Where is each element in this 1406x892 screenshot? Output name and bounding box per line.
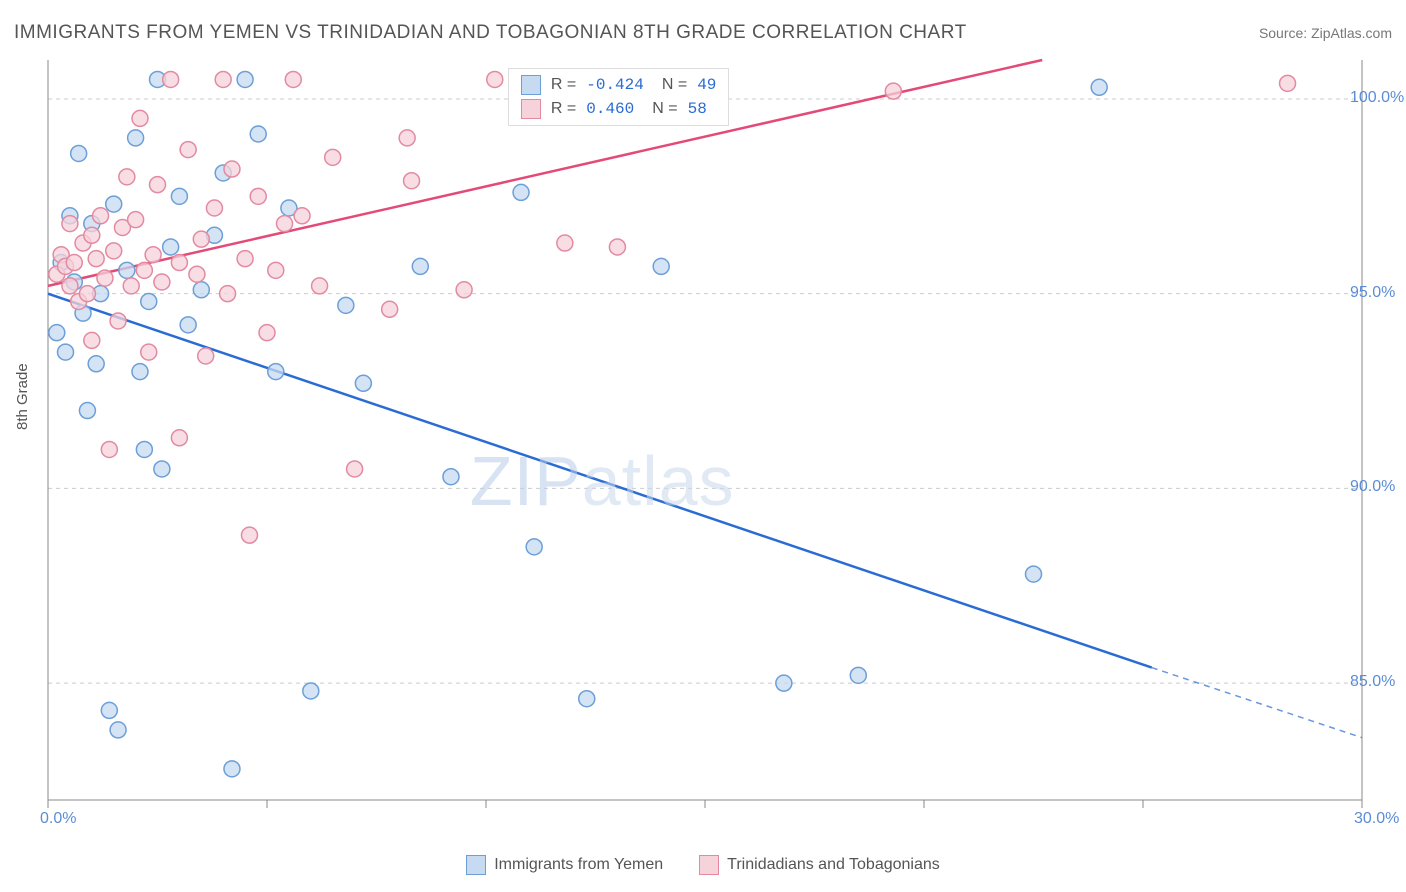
x-tick-label: 30.0% <box>1354 810 1399 828</box>
legend-item: Immigrants from Yemen <box>466 855 663 875</box>
source-attribution: Source: ZipAtlas.com <box>1259 25 1392 41</box>
y-tick-label: 90.0% <box>1350 478 1406 496</box>
correlation-legend: R =-0.424N =49R = 0.460N =58 <box>508 68 730 126</box>
y-tick-label: 95.0% <box>1350 284 1406 302</box>
legend-item: Trinidadians and Tobagonians <box>699 855 940 875</box>
legend-row: R =-0.424N =49 <box>521 73 717 97</box>
legend-row: R = 0.460N =58 <box>521 97 717 121</box>
x-tick-label: 0.0% <box>40 810 76 828</box>
series-legend: Immigrants from Yemen Trinidadians and To… <box>0 855 1406 880</box>
chart-title: IMMIGRANTS FROM YEMEN VS TRINIDADIAN AND… <box>14 22 967 44</box>
y-axis-label: 8th Grade <box>14 363 31 430</box>
y-tick-label: 100.0% <box>1350 89 1406 107</box>
chart-plot-area: 85.0%90.0%95.0%100.0% 0.0%30.0% ZIPatlas… <box>48 60 1362 800</box>
y-tick-label: 85.0% <box>1350 673 1406 691</box>
